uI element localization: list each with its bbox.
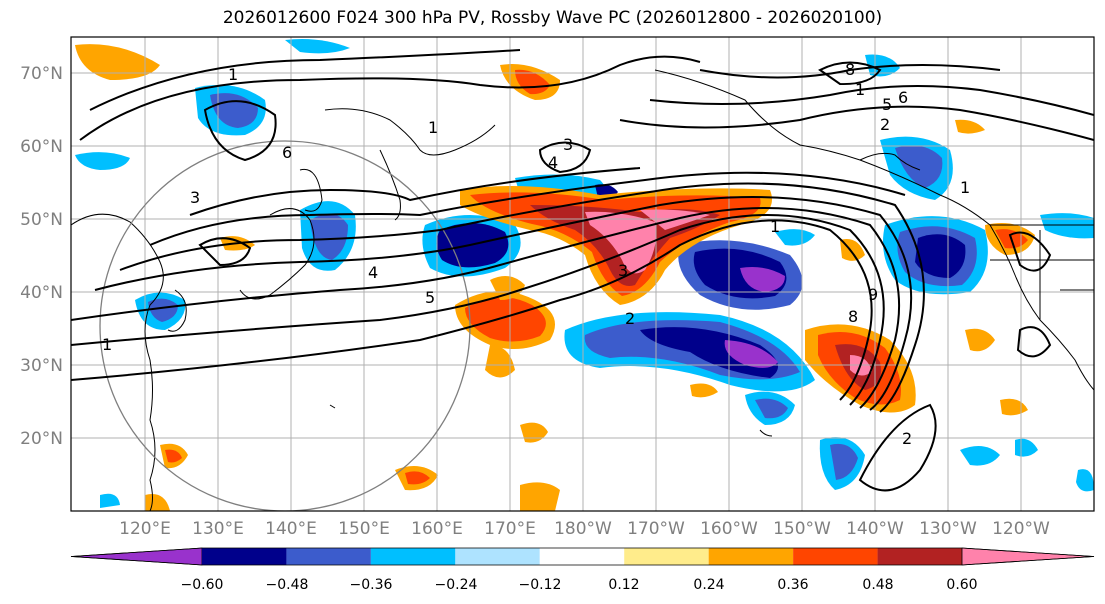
contour-label: 4 (368, 263, 378, 282)
contour-label: 5 (882, 95, 892, 114)
lon-label: 120°W (992, 519, 1050, 539)
latitude-labels: 70°N 60°N 50°N 40°N 30°N 20°N (20, 64, 63, 449)
colorbar-swatch (708, 548, 794, 565)
colorbar-swatch (70, 547, 203, 566)
contour-label: 2 (880, 115, 890, 134)
contour-label: 3 (563, 135, 573, 154)
contour-label: 1 (855, 80, 865, 99)
colorbar-swatch (202, 548, 287, 565)
map-contents: 1 1 1 1 1 1 2 2 2 3 3 3 4 4 5 5 6 6 8 8 … (71, 37, 1094, 511)
pv-contours (71, 49, 1094, 492)
longitude-labels: 120°E 130°E 140°E 150°E 160°E 170°E 180°… (119, 519, 1050, 539)
colorbar-outline (70, 547, 1095, 566)
contour-label: 6 (282, 143, 292, 162)
contour-label: 4 (548, 153, 558, 172)
contour-label: 6 (898, 88, 908, 107)
lon-label: 170°E (484, 519, 536, 539)
colorbar-label: 0.60 (946, 577, 977, 593)
lon-label: 130°E (192, 519, 244, 539)
contour-label: 8 (848, 307, 858, 326)
lat-label: 60°N (20, 137, 63, 157)
contour-label: 5 (425, 288, 435, 307)
map-title: 2026012600 F024 300 hPa PV, Rossby Wave … (222, 8, 883, 28)
contour-label: 1 (960, 178, 970, 197)
contour-label: 9 (868, 285, 878, 304)
lat-label: 70°N (20, 64, 63, 84)
lon-label: 180°W (554, 519, 612, 539)
lon-label: 160°W (700, 519, 758, 539)
colorbar-label: −0.24 (435, 577, 478, 593)
colorbar-swatches (70, 547, 1095, 566)
colorbar-label: −0.36 (350, 577, 393, 593)
contour-label: 1 (770, 217, 780, 236)
colorbar-swatch (961, 547, 1095, 566)
colorbar: −0.60 −0.48 −0.36 −0.24 −0.12 0.12 0.24 … (70, 547, 1095, 593)
colorbar-label: 0.12 (608, 577, 639, 593)
lon-label: 120°E (119, 519, 171, 539)
lat-label: 20°N (20, 429, 63, 449)
colorbar-label: −0.48 (266, 577, 309, 593)
colorbar-swatch (877, 548, 962, 565)
colorbar-label: −0.12 (519, 577, 562, 593)
lon-label: 140°W (846, 519, 904, 539)
contour-label: 2 (902, 429, 912, 448)
contour-label: 8 (845, 60, 855, 79)
colorbar-swatch (793, 548, 878, 565)
lon-label: 140°E (265, 519, 317, 539)
contour-labels: 1 1 1 1 1 1 2 2 2 3 3 3 4 4 5 5 6 6 8 8 … (102, 60, 970, 448)
contour-label: 1 (228, 65, 238, 84)
lon-label: 150°W (773, 519, 831, 539)
colorbar-label: −0.60 (181, 577, 224, 593)
lat-label: 50°N (20, 210, 63, 230)
lon-label: 150°E (338, 519, 390, 539)
colorbar-swatch (624, 548, 709, 565)
contour-label: 1 (428, 118, 438, 137)
lat-label: 40°N (20, 283, 63, 303)
colorbar-swatch (286, 548, 371, 565)
colorbar-label: 0.36 (777, 577, 808, 593)
anomaly-shading (75, 39, 1094, 511)
colorbar-label: 0.48 (862, 577, 893, 593)
map-frame (70, 36, 1095, 512)
contour-label: 2 (625, 309, 635, 328)
contour-label: 3 (618, 261, 628, 280)
lon-label: 130°W (919, 519, 977, 539)
colorbar-swatch (539, 548, 625, 565)
lon-label: 160°E (411, 519, 463, 539)
colorbar-swatch (370, 548, 456, 565)
lat-label: 30°N (20, 356, 63, 376)
colorbar-labels: −0.60 −0.48 −0.36 −0.24 −0.12 0.12 0.24 … (181, 577, 978, 593)
contour-label: 3 (190, 188, 200, 207)
contour-label: 1 (102, 335, 112, 354)
lon-label: 170°W (627, 519, 685, 539)
colorbar-label: 0.24 (693, 577, 724, 593)
coastlines (71, 69, 1094, 511)
colorbar-swatch (455, 548, 540, 565)
